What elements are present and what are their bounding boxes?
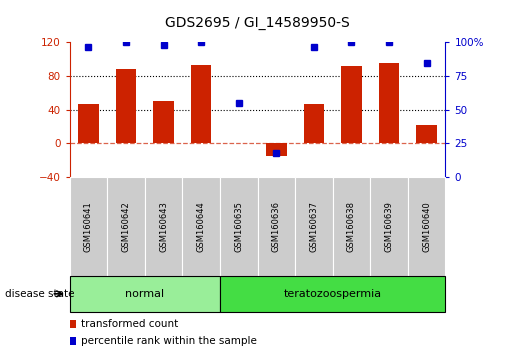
Text: GSM160644: GSM160644: [197, 201, 205, 252]
Text: GSM160643: GSM160643: [159, 201, 168, 252]
Text: GSM160639: GSM160639: [385, 201, 393, 252]
Text: GSM160635: GSM160635: [234, 201, 243, 252]
Text: GSM160640: GSM160640: [422, 201, 431, 252]
Bar: [341, 66, 362, 143]
Text: GSM160637: GSM160637: [310, 201, 318, 252]
Text: GSM160636: GSM160636: [272, 201, 281, 252]
Bar: [303, 104, 324, 143]
Bar: [78, 104, 99, 143]
Bar: [379, 63, 400, 143]
Bar: [115, 69, 136, 143]
Text: GSM160638: GSM160638: [347, 201, 356, 252]
Text: GSM160641: GSM160641: [84, 201, 93, 252]
Bar: [153, 101, 174, 143]
Text: disease state: disease state: [5, 289, 75, 299]
Text: percentile rank within the sample: percentile rank within the sample: [81, 336, 258, 346]
Text: GSM160642: GSM160642: [122, 201, 130, 252]
Text: teratozoospermia: teratozoospermia: [284, 289, 382, 299]
Bar: [191, 65, 212, 143]
Bar: [266, 143, 287, 156]
Bar: [416, 125, 437, 143]
Text: normal: normal: [125, 289, 164, 299]
Text: GDS2695 / GI_14589950-S: GDS2695 / GI_14589950-S: [165, 16, 350, 30]
Text: transformed count: transformed count: [81, 319, 179, 329]
